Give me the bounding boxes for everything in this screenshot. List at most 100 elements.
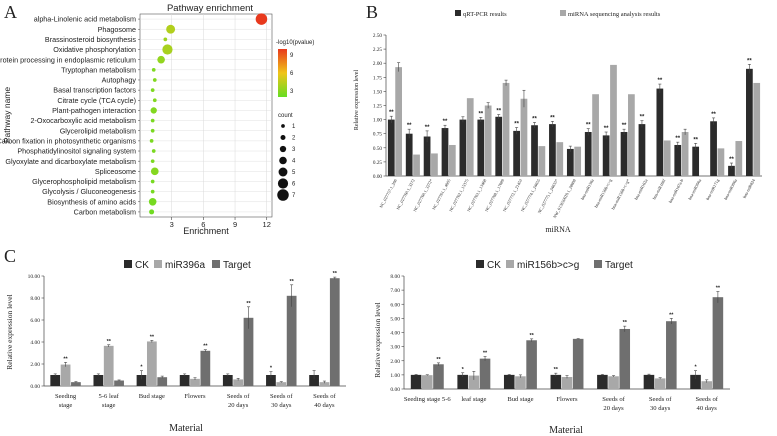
chart-b-category-label: bna-miR166f <box>652 178 667 201</box>
bar-ck <box>410 374 422 389</box>
bar-ck <box>136 375 147 386</box>
category-label-line: 40 days <box>314 402 335 409</box>
chart-a-category-label: Phagosome <box>98 25 136 34</box>
chart-a-category-label: alpha-Linolenic acid metabolism <box>34 15 136 24</box>
bar-qrt-pcr-results <box>513 130 520 176</box>
bar-mirna-sequencing-analysis-results <box>538 146 546 176</box>
bar-mirna-sequencing-analysis-results <box>628 94 635 176</box>
category-label-line: 20 days <box>603 405 624 412</box>
size-legend-label: 4 <box>292 159 296 165</box>
bar-mir396a <box>319 382 330 386</box>
significance-mark: ** <box>532 116 537 122</box>
chart-a-point <box>157 55 165 64</box>
y-tick-label: 2.00 <box>390 359 400 365</box>
chart-a-grid <box>140 14 272 217</box>
bar-mirna-sequencing-analysis-results <box>735 141 743 176</box>
size-legend-dot <box>279 156 287 165</box>
chart-a-xlabel: Enrichment <box>183 226 229 236</box>
bar-qrt-pcr-results <box>495 116 503 176</box>
bar-qrt-pcr-results <box>387 119 395 176</box>
chart-b-category-label: NC_027762.1_15375 <box>448 178 469 212</box>
bar-ck <box>309 375 319 386</box>
y-tick-label: 0.50 <box>373 146 382 152</box>
size-legend-dot <box>278 167 288 177</box>
bar-ck <box>93 375 104 386</box>
category-label-line: Bud stage <box>507 396 533 403</box>
chart-b-category-label: bna-miR156a <box>580 178 595 201</box>
chart-b-category-label: NC_027757.1_266 <box>378 178 397 209</box>
y-tick-label: 1.25 <box>373 104 382 110</box>
color-legend-bar <box>278 49 287 97</box>
y-tick-label: 10.00 <box>28 274 41 280</box>
significance-mark: ** <box>63 356 68 362</box>
bar-mir396a <box>233 379 244 386</box>
size-legend-label: 2 <box>292 136 296 142</box>
bar-mirna-sequencing-analysis-results <box>753 82 761 176</box>
bar-mirna-sequencing-analysis-results <box>681 132 689 176</box>
chart-a-x-tick-label: 12 <box>263 220 271 229</box>
chart-a-category-label: Carbon fixation in photosynthetic organi… <box>0 136 136 145</box>
bar-qrt-pcr-results <box>459 119 467 176</box>
chart-a-point <box>150 107 157 114</box>
color-legend-tick-label: 3 <box>290 89 294 95</box>
bar-ck <box>550 374 562 389</box>
size-legend-dot <box>277 189 289 201</box>
chart-a-category-label: Glycerolipid metabolism <box>60 126 136 135</box>
y-tick-label: 7.00 <box>390 288 400 294</box>
legend-swatch-ck <box>476 260 484 268</box>
chart-b-category-label: bna-miR390a <box>687 178 702 201</box>
bar-target <box>526 340 537 389</box>
significance-mark: ** <box>443 119 448 125</box>
y-tick-label: 3.00 <box>390 345 400 351</box>
significance-mark: ** <box>716 286 721 292</box>
bar-qrt-pcr-results <box>674 144 682 176</box>
significance-mark: ** <box>333 271 338 277</box>
chart-a-point <box>149 209 155 215</box>
significance-mark: ** <box>496 109 501 115</box>
bar-mir156b-c-g <box>701 381 713 389</box>
chart-c2-bars: **************** <box>410 286 724 389</box>
chart-b-xlabel: miRNA <box>545 225 571 234</box>
bar-mir156b-c-g <box>421 375 433 389</box>
legend-label-mir156: miR156b>c>g <box>517 260 579 271</box>
chart-b-category-label: bna-miR171g <box>705 177 721 200</box>
chart-b-bars: ** ** ** ** ** ** ** ** ** ** ** ** ** ** ** ** ** ** ** <box>387 58 761 176</box>
significance-mark: ** <box>729 157 734 163</box>
significance-mark: ** <box>203 344 208 350</box>
significance-mark: ** <box>623 320 628 326</box>
panel-letter-b: B <box>366 2 378 22</box>
category-label-line: Flowers <box>556 396 578 403</box>
size-legend-title: count <box>278 113 293 119</box>
size-legend-dot <box>279 145 287 153</box>
bar-ck <box>643 374 655 389</box>
y-tick-label: 1.75 <box>373 75 382 81</box>
significance-mark: ** <box>640 115 645 121</box>
category-label-line: 20 days <box>228 402 249 409</box>
y-tick-label: 8.00 <box>30 296 40 302</box>
mir396a-expression-chart: CK miR396a Target 0.00 2.00 4.00 6.00 8.00 10… <box>5 260 346 434</box>
category-label-line: Seeds of <box>313 393 336 400</box>
category-label-line: stage <box>102 402 116 409</box>
significance-mark: * <box>270 366 273 372</box>
color-legend-ticks: 9 6 3 <box>290 53 294 95</box>
significance-mark: ** <box>529 333 534 339</box>
bar-qrt-pcr-results <box>728 165 735 176</box>
legend-label-ck: CK <box>487 260 501 271</box>
bar-mirna-sequencing-analysis-results <box>592 94 599 176</box>
chart-a-category-label: Basal transcription factors <box>53 86 136 95</box>
bar-qrt-pcr-results <box>602 135 610 176</box>
chart-a-point <box>255 13 268 25</box>
size-legend-dot <box>281 124 285 128</box>
chart-b-category-label: NC_027768.1_17089 <box>484 178 505 212</box>
significance-mark: ** <box>669 312 674 318</box>
y-tick-label: 6.00 <box>390 302 400 308</box>
significance-mark: ** <box>550 115 555 121</box>
significance-mark: * <box>694 365 697 371</box>
bar-ck <box>179 375 190 386</box>
y-tick-label: 0.25 <box>373 160 382 166</box>
bar-mirna-sequencing-analysis-results <box>663 140 671 176</box>
bar-qrt-pcr-results <box>477 119 485 176</box>
category-label-line: Seeds of <box>602 396 625 403</box>
chart-a-category-label: Oxidative phosphorylation <box>53 45 136 54</box>
bar-mirna-sequencing-analysis-results <box>556 142 564 176</box>
